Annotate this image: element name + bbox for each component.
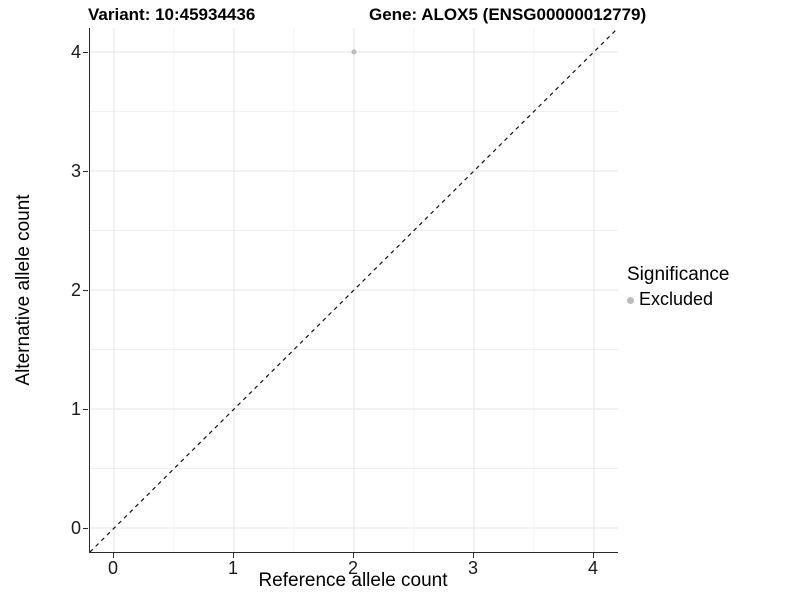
- y-tick-mark: [83, 170, 88, 172]
- y-tick-mark: [83, 528, 88, 530]
- y-tick-label: 0: [70, 518, 81, 539]
- y-tick-label: 2: [70, 280, 81, 300]
- plot-title-gene: Gene: ALOX5 (ENSG00000012779): [369, 5, 647, 24]
- x-tick-mark: [353, 553, 354, 558]
- y-tick-mark: [83, 409, 88, 411]
- x-tick-mark: [593, 553, 594, 558]
- x-tick-mark: [233, 553, 234, 558]
- plot-panel: [89, 28, 618, 553]
- y-tick-label: 1: [70, 399, 81, 420]
- x-tick-label: 0: [107, 558, 118, 578]
- x-tick-label: 1: [227, 558, 238, 578]
- y-tick-mark: [83, 290, 88, 291]
- plot-title-variant: Variant: 10:45934436: [88, 5, 256, 24]
- legend: Significance Excluded: [627, 264, 729, 310]
- y-tick-label: 4: [70, 41, 81, 62]
- legend-title: Significance: [627, 264, 730, 285]
- y-axis-title: Alternative allele count: [13, 194, 34, 386]
- x-tick-mark: [473, 553, 474, 558]
- x-tick-label: 2: [347, 558, 358, 578]
- legend-item-label: Excluded: [639, 289, 714, 309]
- plot-canvas: [90, 28, 618, 552]
- y-tick-mark: [83, 51, 88, 53]
- x-tick-label: 4: [587, 558, 598, 578]
- x-tick-mark: [113, 553, 114, 558]
- legend-item-excluded: Excluded: [627, 289, 729, 310]
- x-tick-label: 3: [467, 558, 478, 578]
- identity-reference-line: [90, 28, 618, 552]
- legend-point-icon: [627, 296, 634, 304]
- data-point-excluded: [351, 49, 357, 55]
- x-axis-title: Reference allele count: [258, 570, 448, 591]
- y-tick-label: 3: [70, 160, 81, 181]
